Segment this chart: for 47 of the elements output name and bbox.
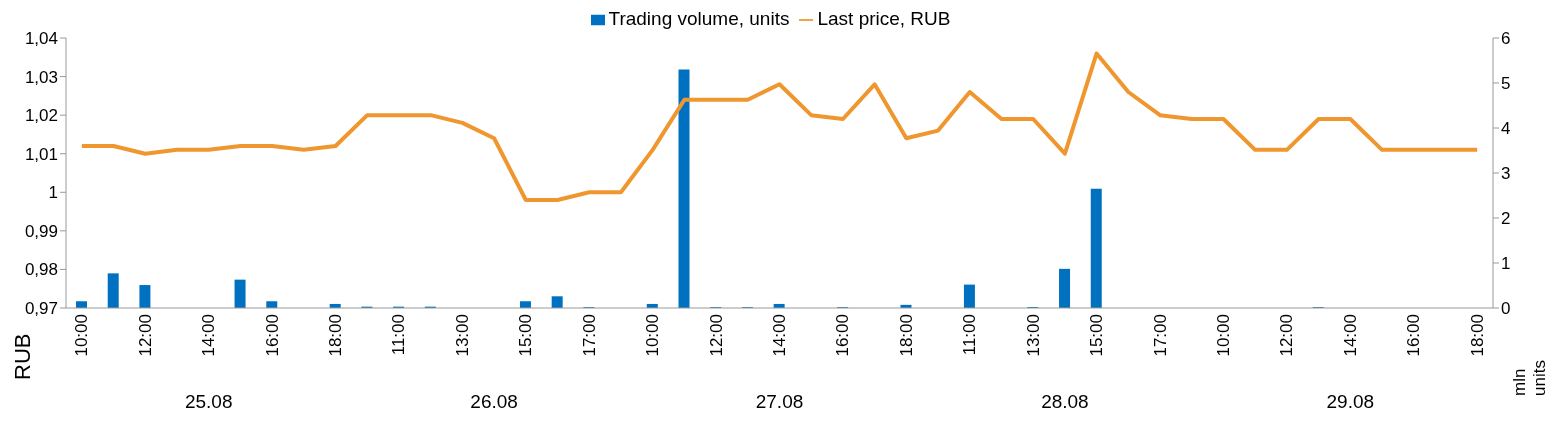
x-tick-label: 14:00 [199, 314, 219, 357]
y-tick-label: 0,97 [24, 299, 58, 319]
x-tick-label: 16:00 [833, 314, 853, 357]
y2-tick-label: 5 [1501, 74, 1511, 94]
x-tick-label: 17:00 [579, 314, 599, 357]
text: 28.08 [1041, 391, 1089, 412]
x-tick-label: 10:00 [72, 314, 92, 357]
x-tick-label: 17:00 [1150, 314, 1170, 357]
x-tick-label: 10:00 [1213, 314, 1233, 357]
y-tick-label: 1 [48, 183, 58, 203]
x-tick-label: 16:00 [1404, 314, 1424, 357]
x-tick-label: 11:00 [389, 314, 409, 356]
text: 25.08 [184, 391, 233, 412]
x-tick-label: 18:00 [326, 314, 346, 357]
x-tick-label: 12:00 [135, 314, 155, 357]
text: 26.08 [470, 391, 518, 412]
y-tick-label: 1,03 [24, 67, 58, 87]
y2-tick-label: 1 [1501, 254, 1511, 274]
legend-label: Last price, RUB [817, 8, 951, 29]
text: 27.08 [755, 391, 804, 412]
x-tick-label: 18:00 [1467, 314, 1487, 357]
x-tick-label: 18:00 [896, 314, 916, 357]
y-tick-label: 1,01 [24, 144, 58, 164]
x-tick-label: 11:00 [960, 314, 980, 356]
x-tick-label: 15:00 [516, 314, 536, 357]
text: 29.08 [1326, 391, 1375, 412]
x-tick-label: 10:00 [643, 314, 663, 357]
x-tick-label: 12:00 [1277, 314, 1297, 357]
x-tick-label: 13:00 [452, 314, 472, 357]
x-tick-label: 12:00 [706, 314, 726, 357]
y-tick-label: 1,04 [24, 29, 58, 49]
y2-tick-label: 0 [1501, 299, 1511, 319]
x-tick-label: 14:00 [770, 314, 789, 357]
y2-tick-label: 4 [1501, 119, 1511, 139]
y-tick-label: 0,98 [24, 260, 58, 280]
x-tick-label: 13:00 [1023, 314, 1043, 357]
legend-label: Trading volume, units [608, 8, 790, 29]
y2-tick-label: 3 [1501, 164, 1511, 184]
x-tick-label: 15:00 [1087, 314, 1107, 357]
y-tick-label: 0,99 [24, 221, 58, 241]
y-tick-label: 1,02 [24, 106, 58, 126]
x-tick-label: 14:00 [1340, 314, 1360, 357]
y2-tick-label: 2 [1501, 209, 1511, 229]
y-axis-title: RUB [10, 333, 36, 380]
y2-axis-title: mln units [1510, 359, 1550, 396]
y2-tick-label: 6 [1501, 29, 1511, 49]
x-tick-label: 16:00 [262, 314, 282, 357]
